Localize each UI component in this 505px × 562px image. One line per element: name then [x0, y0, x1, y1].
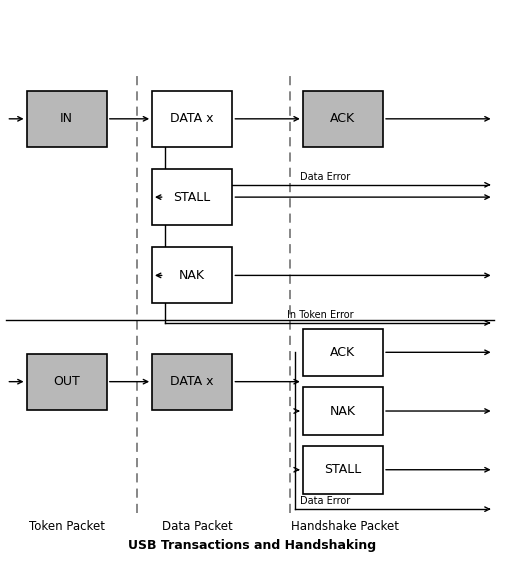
Text: Data Error: Data Error: [300, 172, 350, 182]
Text: STALL: STALL: [324, 463, 362, 476]
Text: Data Error: Data Error: [300, 496, 350, 506]
Text: NAK: NAK: [179, 269, 205, 282]
Text: Token Packet: Token Packet: [29, 520, 105, 533]
Text: ACK: ACK: [330, 346, 356, 359]
FancyBboxPatch shape: [26, 91, 107, 147]
Text: Data Packet: Data Packet: [162, 520, 233, 533]
Text: USB Transactions and Handshaking: USB Transactions and Handshaking: [128, 539, 377, 552]
Text: STALL: STALL: [174, 191, 211, 203]
FancyBboxPatch shape: [302, 387, 383, 435]
Text: IN: IN: [60, 112, 73, 125]
FancyBboxPatch shape: [26, 353, 107, 410]
Text: Handshake Packet: Handshake Packet: [291, 520, 399, 533]
Text: DATA x: DATA x: [171, 375, 214, 388]
Text: NAK: NAK: [330, 405, 356, 418]
FancyBboxPatch shape: [302, 329, 383, 376]
Text: ACK: ACK: [330, 112, 356, 125]
Text: In Token Error: In Token Error: [287, 310, 354, 320]
FancyBboxPatch shape: [152, 91, 232, 147]
FancyBboxPatch shape: [152, 247, 232, 303]
FancyBboxPatch shape: [302, 446, 383, 493]
FancyBboxPatch shape: [152, 169, 232, 225]
Text: OUT: OUT: [54, 375, 80, 388]
Text: DATA x: DATA x: [171, 112, 214, 125]
FancyBboxPatch shape: [302, 91, 383, 147]
FancyBboxPatch shape: [152, 353, 232, 410]
